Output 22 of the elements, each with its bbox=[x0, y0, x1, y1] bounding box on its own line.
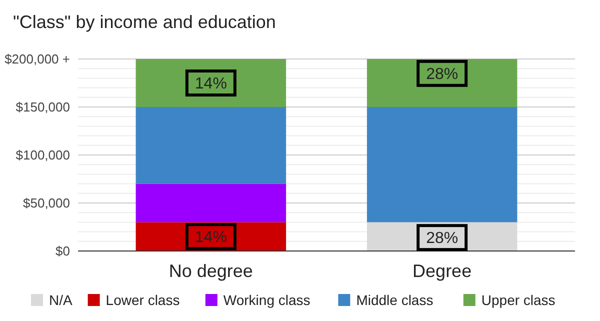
y-tick-label: $150,000 bbox=[16, 100, 70, 115]
annotation: 14% bbox=[194, 229, 227, 246]
bar bbox=[366, 59, 518, 107]
legend-label: Upper class bbox=[481, 292, 556, 308]
annotation: 14% bbox=[194, 76, 227, 93]
bar bbox=[366, 107, 518, 222]
legend-label: Working class bbox=[223, 292, 310, 308]
chart-title: "Class" by income and education bbox=[13, 12, 276, 32]
bar bbox=[136, 59, 286, 107]
x-tick-label: No degree bbox=[168, 261, 253, 281]
annotation: 28% bbox=[426, 66, 458, 83]
y-tick-label: $100,000 bbox=[16, 148, 70, 163]
y-tick-label: $200,000 + bbox=[4, 52, 70, 67]
legend-label: N/A bbox=[49, 292, 73, 308]
annotation: 28% bbox=[426, 230, 458, 248]
y-tick-label: $0 bbox=[56, 244, 70, 259]
legend-label: Lower class bbox=[106, 292, 180, 308]
bar bbox=[136, 107, 286, 184]
x-tick-label: Degree bbox=[412, 261, 472, 281]
legend-label: Middle class bbox=[356, 292, 434, 308]
y-tick-label: $50,000 bbox=[23, 196, 70, 211]
bar bbox=[136, 184, 286, 222]
